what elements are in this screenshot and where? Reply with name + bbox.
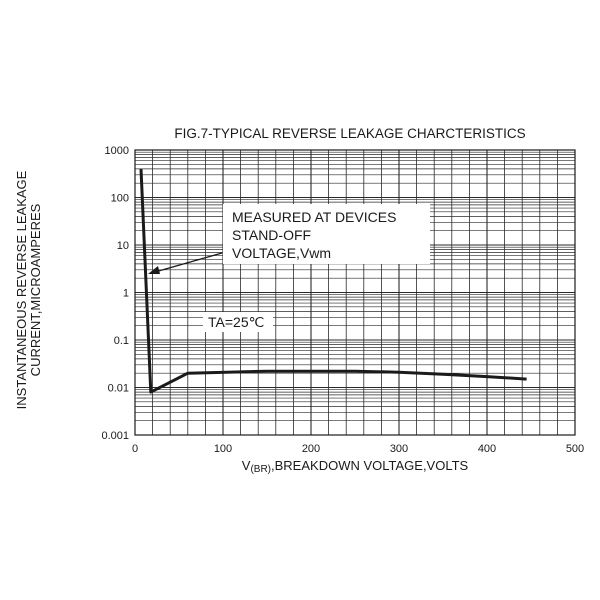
x-tick-label: 0 — [132, 443, 138, 455]
x-tick-labels: 0 100 200 300 400 500 — [132, 443, 584, 455]
x-tick-label: 400 — [478, 443, 496, 455]
ta-label-bg — [203, 312, 273, 332]
y-tick-label: 0.001 — [101, 430, 129, 442]
x-tick-label: 200 — [302, 443, 320, 455]
chart-title: FIG.7-TYPICAL REVERSE LEAKAGE CHARCTERIS… — [174, 126, 525, 141]
y-tick-label: 1 — [123, 288, 129, 300]
annotation-arrow-head — [148, 266, 160, 274]
annotation-line-2: STAND-OFF — [232, 227, 311, 243]
plot-frame — [134, 149, 576, 436]
annotation-line-1: MEASURED AT DEVICES — [232, 209, 396, 225]
annotation-line-3: VOLTAGE,Vwm — [232, 245, 331, 261]
y-tick-label: 1000 — [105, 145, 129, 157]
x-axis-label-rest: ,BREAKDOWN VOLTAGE,VOLTS — [271, 458, 469, 473]
y-tick-label: 0.1 — [114, 335, 129, 347]
x-axis-label-prefix: V — [242, 458, 251, 473]
y-tick-label: 0.01 — [108, 383, 129, 395]
ta-label: TA=25℃ — [208, 314, 264, 330]
x-tick-label: 300 — [390, 443, 408, 455]
y-tick-labels: 1000 100 10 1 0.1 0.01 0.001 — [101, 145, 129, 442]
annotation-arrow-line — [154, 252, 223, 273]
y-tick-label: 100 — [111, 193, 129, 205]
y-axis-label-line-2: CURRENT,MICROAMPERES — [28, 203, 43, 376]
x-tick-label: 100 — [214, 443, 232, 455]
x-axis-label: V(BR),BREAKDOWN VOLTAGE,VOLTS — [242, 458, 469, 475]
y-axis-label-line-1: INSTANTANEOUS REVERSE LEAKAGE — [14, 170, 29, 409]
grid — [135, 150, 575, 435]
annotation-box — [223, 204, 430, 264]
x-tick-label: 500 — [566, 443, 584, 455]
y-tick-label: 10 — [117, 240, 129, 252]
series-group — [139, 168, 527, 394]
x-axis-label-subscript: (BR) — [250, 464, 271, 475]
series-line — [139, 168, 527, 394]
